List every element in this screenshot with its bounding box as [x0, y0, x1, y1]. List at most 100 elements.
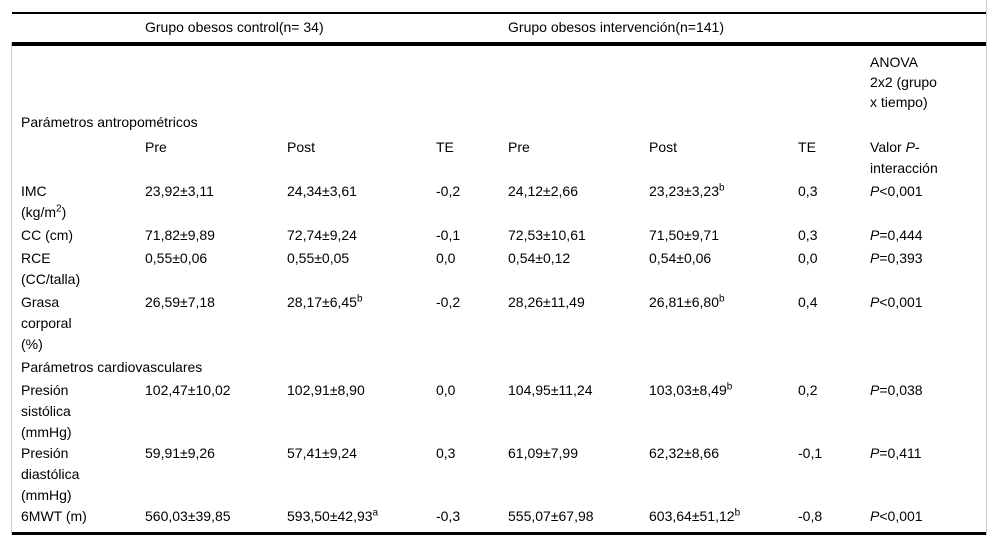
value-cell-pre-control: 0,55±0,06 [145, 250, 208, 266]
value-cell-post-intervention: 23,23±3,23b [649, 182, 725, 199]
p-value-cell: P=0,411 [870, 445, 922, 461]
value-cell-post-control: 24,34±3,61 [287, 183, 357, 199]
value-cell-te-intervention: 0,3 [798, 227, 818, 243]
value-cell-pre-intervention: 104,95±11,24 [508, 382, 593, 398]
value-cell-post-control: 593,50±42,93a [287, 507, 379, 524]
value-cell-pre-control: 71,82±9,89 [145, 227, 215, 243]
table-row: 6MWT (m) 560,03±39,85 593,50±42,93a -0,3 555… [12, 506, 987, 527]
p-value-cell: P<0,001 [870, 183, 923, 199]
value-cell-te-intervention: 0,0 [798, 250, 818, 266]
param-label: Grasa corporal (%) [21, 294, 72, 352]
table-header-rule [12, 42, 987, 46]
value-cell-post-intervention: 0,54±0,06 [649, 250, 712, 266]
empty-header-cell [870, 12, 987, 42]
value-cell-pre-intervention: 0,54±0,12 [508, 250, 571, 266]
p-value-cell: P=0,038 [870, 382, 923, 398]
value-cell-te-control: -0,2 [436, 183, 461, 199]
value-cell-pre-control: 102,47±10,02 [145, 382, 231, 398]
p-value-cell: P=0,444 [870, 227, 923, 243]
anthropometric-section-row: Parámetros antropométricos [12, 112, 987, 133]
value-cell-pre-intervention: 24,12±2,66 [508, 183, 578, 199]
col-header-te-intervention: TE [798, 139, 816, 155]
col-header-pre-intervention: Pre [508, 139, 530, 155]
empty-cell [870, 112, 987, 133]
value-cell-te-intervention: 0,3 [798, 183, 818, 199]
table-row: Presión sistólica (mmHg) 102,47±10,02 102,91… [12, 378, 987, 443]
anova-header-line1: ANOVA [870, 54, 919, 70]
anova-header-cell: ANOVA 2x2 (grupo x tiempo) [870, 42, 987, 112]
value-cell-post-intervention: 603,64±51,12b [649, 507, 741, 524]
empty-cell [870, 355, 987, 378]
value-cell-post-intervention: 103,03±8,49b [649, 381, 733, 398]
p-value-cell: P<0,001 [870, 294, 923, 310]
subheader-row: Pre Post TE Pre Post TE Valor P- interacc… [12, 133, 987, 179]
table-row: Presión diastólica (mmHg) 59,91±9,26 57,41±9… [12, 443, 987, 506]
table-right-border [986, 0, 987, 535]
table-row: Grasa corporal (%) 26,59±7,18 28,17±6,45b -0,… [12, 290, 987, 355]
value-cell-post-control: 102,91±8,90 [287, 382, 365, 398]
value-cell-post-intervention: 26,81±6,80b [649, 293, 725, 310]
value-cell-pre-control: 59,91±9,26 [145, 445, 215, 461]
value-cell-post-control: 72,74±9,24 [287, 227, 357, 243]
col-header-pre-control: Pre [145, 139, 167, 155]
value-cell-post-intervention: 62,32±8,66 [649, 445, 719, 461]
results-table: Grupo obesos control(n= 34) Grupo obesos… [12, 12, 987, 527]
value-cell-te-control: 0,3 [436, 445, 456, 461]
section-row: Parámetros cardiovasculares [12, 355, 987, 378]
value-cell-pre-intervention: 28,26±11,49 [508, 294, 585, 310]
table-left-border [11, 42, 12, 535]
group-header-control: Grupo obesos control(n= 34) [145, 19, 324, 35]
value-cell-pre-intervention: 72,53±10,61 [508, 227, 586, 243]
value-cell-pre-intervention: 555,07±67,98 [508, 508, 594, 524]
param-label: Presión sistólica (mmHg) [21, 382, 72, 440]
value-cell-post-control: 28,17±6,45b [287, 293, 363, 310]
col-header-p-interaction: Valor P- interacción [870, 133, 987, 179]
table-row: RCE (CC/talla) 0,55±0,06 0,55±0,05 0,0 0,54±0… [12, 246, 987, 290]
param-label: CC (cm) [21, 227, 74, 243]
p-header-hyphen: - [914, 139, 920, 155]
value-cell-te-intervention: 0,2 [798, 382, 818, 398]
table-top-rule [12, 12, 987, 14]
table-bottom-rule [12, 532, 987, 535]
param-label: 6MWT (m) [21, 508, 87, 524]
param-label: IMC (kg/m2) [21, 183, 67, 220]
param-label: Presión diastólica (mmHg) [21, 445, 80, 503]
value-cell-te-control: -0,1 [436, 227, 461, 243]
p-value-cell: P=0,393 [870, 250, 923, 266]
value-cell-post-intervention: 71,50±9,71 [649, 227, 719, 243]
p-header-line2: interacción [870, 160, 938, 176]
table-row: CC (cm) 71,82±9,89 72,74±9,24 -0,1 72,53±10,… [12, 223, 987, 246]
value-cell-pre-control: 26,59±7,18 [145, 294, 215, 310]
empty-subheader-cell [12, 133, 145, 179]
group-header-intervention: Grupo obesos intervención(n=141) [508, 19, 724, 35]
value-cell-te-intervention: 0,4 [798, 294, 818, 310]
value-cell-te-intervention: -0,1 [798, 445, 823, 461]
value-cell-te-control: 0,0 [436, 382, 456, 398]
empty-anova-spacer [12, 42, 870, 112]
value-cell-te-control: -0,3 [436, 508, 461, 524]
value-cell-te-control: -0,2 [436, 294, 461, 310]
anova-header-line3: x tiempo) [870, 94, 928, 110]
col-header-te-control: TE [436, 139, 454, 155]
p-value-cell: P<0,001 [870, 508, 923, 524]
value-cell-post-control: 0,55±0,05 [287, 250, 350, 266]
p-header-symbol: P [905, 139, 915, 155]
section-label-anthropometric: Parámetros antropométricos [21, 114, 198, 130]
table-row: IMC (kg/m2) 23,92±3,11 24,34±3,61 -0,2 24,12±… [12, 179, 987, 223]
col-header-post-intervention: Post [649, 139, 678, 155]
value-cell-pre-intervention: 61,09±7,99 [508, 445, 578, 461]
param-label: RCE (CC/talla) [21, 250, 81, 287]
value-cell-te-intervention: -0,8 [798, 508, 823, 524]
section-label-cardiovascular: Parámetros cardiovasculares [21, 359, 203, 375]
value-cell-post-control: 57,41±9,24 [287, 445, 357, 461]
value-cell-pre-control: 560,03±39,85 [145, 508, 231, 524]
col-header-post-control: Post [287, 139, 316, 155]
p-header-prefix: Valor [870, 139, 906, 155]
empty-corner-cell [12, 12, 145, 42]
value-cell-pre-control: 23,92±3,11 [145, 183, 214, 199]
group-header-row: Grupo obesos control(n= 34) Grupo obesos… [12, 12, 987, 42]
value-cell-te-control: 0,0 [436, 250, 456, 266]
anova-header-line2: 2x2 (grupo [870, 74, 937, 90]
anova-header-row: ANOVA 2x2 (grupo x tiempo) [12, 42, 987, 112]
